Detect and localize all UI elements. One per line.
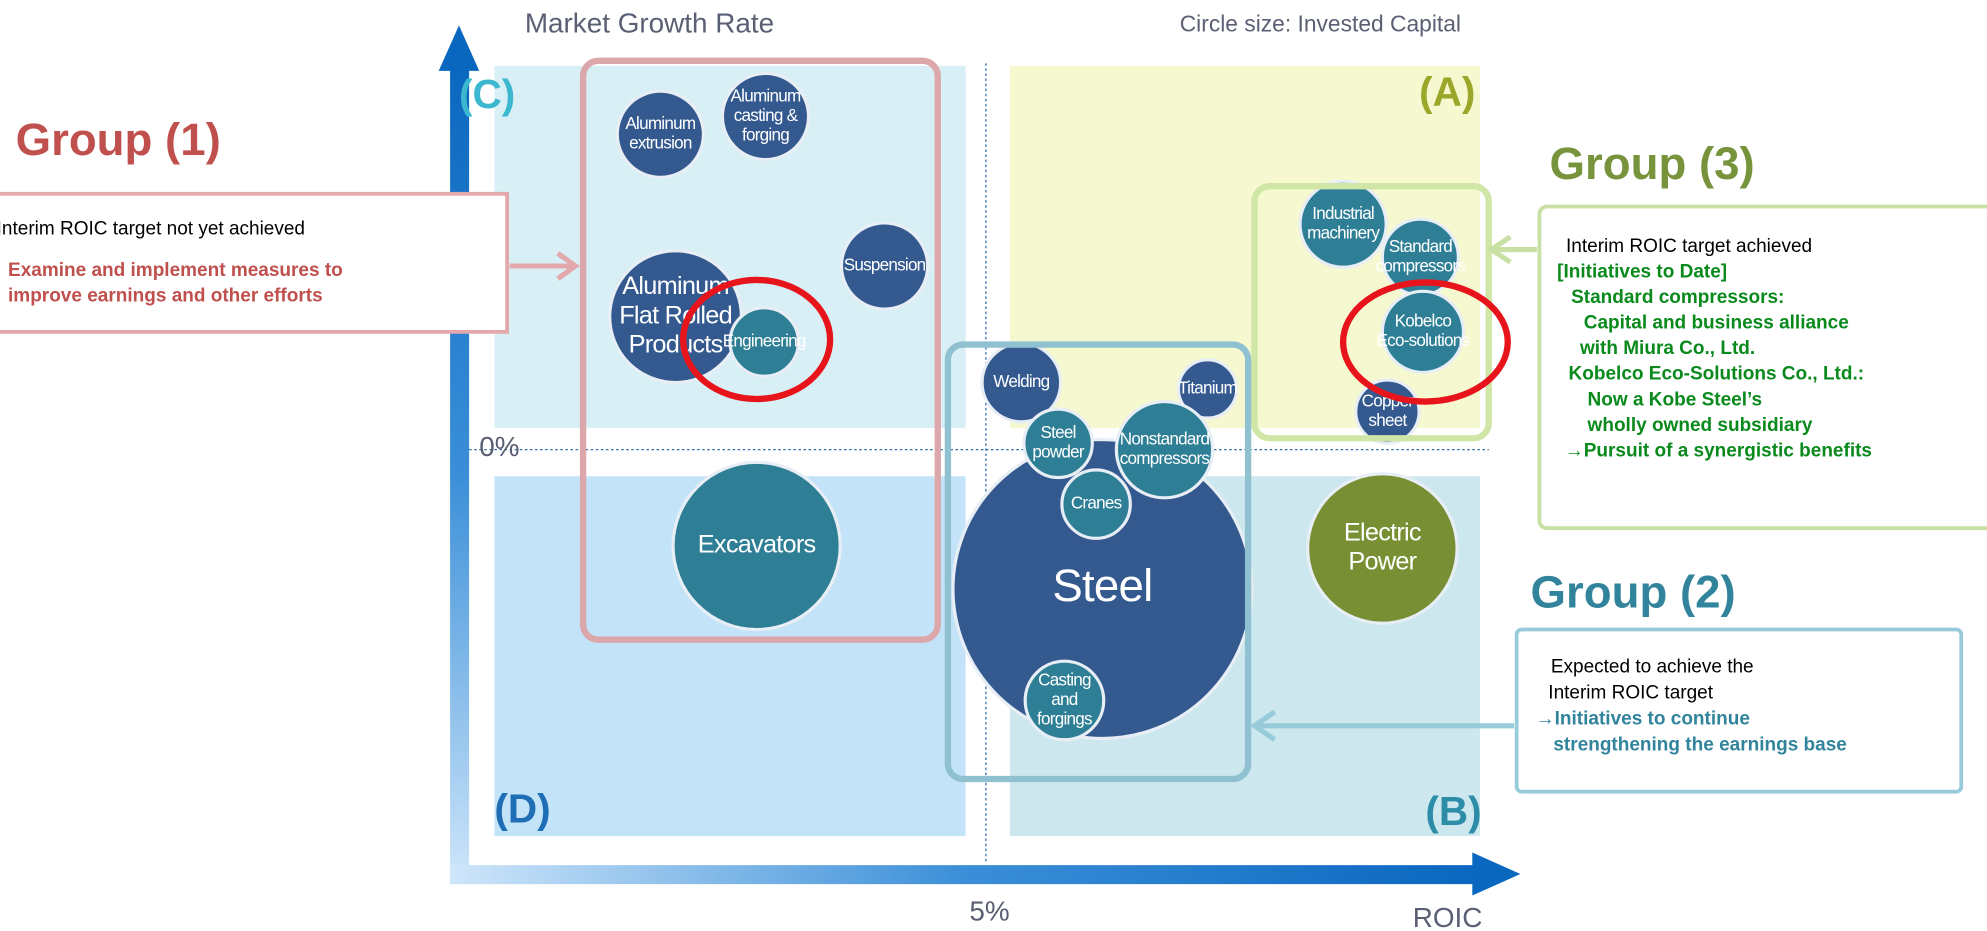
group-title: Group (1) — [16, 114, 221, 165]
arrow — [1249, 709, 1515, 742]
bubble-label: Power — [1348, 548, 1417, 576]
bubble — [720, 71, 811, 162]
group-action: Capital and business alliance — [1584, 313, 1849, 334]
bubble-label: Standard — [1389, 237, 1453, 256]
bubble — [1354, 378, 1421, 445]
group-status: Expected to achieve the — [1551, 657, 1754, 678]
group-action: improve earnings and other efforts — [8, 285, 323, 306]
bubble — [1176, 358, 1239, 420]
quadrant-label: (A) — [1419, 69, 1475, 115]
bubble — [951, 437, 1254, 741]
x-axis — [450, 865, 1477, 885]
quadrant-label: (C) — [459, 71, 515, 117]
group-3-box — [1537, 204, 1987, 531]
bubble-label: forging — [742, 126, 789, 145]
bubble — [1114, 399, 1215, 500]
bubble — [1380, 289, 1466, 374]
arrow — [509, 251, 580, 281]
quadrant-label: (D) — [494, 786, 550, 832]
bubble-label: Kobelco — [1395, 312, 1452, 331]
bubble-label: Steel — [1052, 560, 1152, 611]
y-axis-arrow — [438, 25, 480, 71]
group-1-frame — [579, 57, 941, 643]
bubble-label: compressors — [1120, 449, 1210, 468]
group-action: →Pursuit of a synergistic benefits — [1565, 440, 1872, 461]
bubble-label: Aluminum — [622, 272, 729, 300]
x-mark: 5% — [969, 896, 1009, 927]
x-axis-arrow — [1472, 852, 1521, 896]
group-status: Interim ROIC target achieved — [1566, 236, 1812, 257]
bubble-label: Flat Rolled — [619, 301, 732, 329]
bubble-label: powder — [1032, 443, 1085, 462]
bubble-label: Electric — [1344, 519, 1421, 547]
group-2-box — [1514, 627, 1964, 794]
bubble-label: Engineering — [723, 332, 806, 351]
bubble-label: sheet — [1368, 411, 1407, 430]
bubble — [1022, 407, 1094, 480]
highlight — [680, 276, 834, 403]
y-axis — [450, 65, 470, 885]
bubble — [728, 306, 801, 378]
bubble — [615, 89, 706, 179]
bubble-label: Products — [629, 330, 723, 358]
group-3-frame — [1251, 183, 1492, 442]
bubble-label: Welding — [993, 372, 1049, 391]
group-action: wholly owned subsidiary — [1587, 415, 1813, 436]
quadrant-label: (B) — [1425, 788, 1481, 834]
arrows — [509, 234, 1537, 742]
group-action: [Initiatives to Date] — [1557, 261, 1727, 282]
bubble-label: Steel — [1041, 423, 1076, 442]
group-action: strengthening the earnings base — [1553, 734, 1847, 755]
bubble-label: Cranes — [1071, 494, 1122, 513]
bubble — [1306, 472, 1459, 625]
bubble-label: Nonstandard — [1120, 429, 1210, 448]
group-1-box — [0, 191, 509, 334]
x-axis-label: ROIC — [1413, 902, 1483, 931]
bubble-label: extrusion — [629, 134, 692, 153]
y-axis-label: Market Growth Rate — [525, 8, 774, 39]
bubble — [1060, 468, 1132, 540]
group-action: →Initiatives to continue — [1536, 708, 1750, 729]
bubble — [1298, 179, 1388, 269]
bubble-label: forgings — [1037, 710, 1092, 729]
bubble-label: Titanium — [1178, 378, 1237, 397]
group-title: Group (3) — [1550, 138, 1755, 189]
group-title: Group (2) — [1531, 566, 1736, 617]
bubble-label: Aluminum — [731, 86, 801, 105]
bubble-label: Excavators — [698, 531, 816, 559]
group-action: with Miura Co., Ltd. — [1579, 338, 1755, 359]
group-action: Examine and implement measures to — [8, 260, 343, 281]
group-status: Interim ROIC target — [1548, 683, 1713, 704]
group-texts: Group (1) Interim ROIC target not yet ach… — [0, 114, 1872, 755]
group-action: Kobelco Eco-Solutions Co., Ltd.: — [1569, 364, 1865, 385]
bubble — [839, 221, 930, 311]
bubble-label: Casting — [1038, 670, 1091, 689]
bubble-label: Eco-solutions — [1377, 331, 1470, 350]
arrow — [1486, 234, 1537, 265]
bubble-label: Suspension — [844, 256, 926, 275]
bubble-label: casting & — [734, 106, 799, 125]
group-status: Interim ROIC target not yet achieved — [0, 218, 305, 239]
bubble — [671, 460, 842, 632]
highlight — [1339, 279, 1511, 405]
group-2-frame — [944, 341, 1252, 783]
bubble — [1023, 659, 1106, 742]
bubble-label: and — [1051, 690, 1077, 709]
bubble-label: Industrial — [1312, 204, 1374, 223]
size-note: Circle size: Invested Capital — [1180, 10, 1461, 36]
bubble-label: Aluminum — [625, 114, 695, 133]
group-action: Now a Kobe Steel’s — [1588, 389, 1763, 410]
bubble-label: machinery — [1307, 224, 1380, 243]
group-action: Standard compressors: — [1571, 287, 1784, 308]
bubble-label: compressors — [1376, 256, 1466, 275]
y-mark: 0% — [479, 431, 519, 462]
